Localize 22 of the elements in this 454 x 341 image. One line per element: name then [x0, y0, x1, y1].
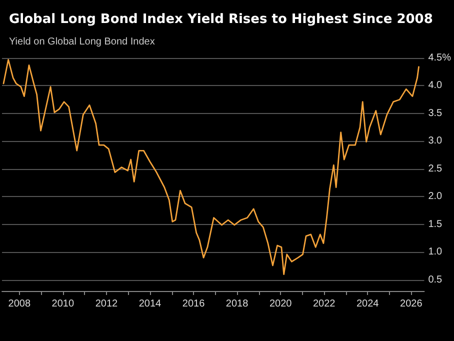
x-tick-label: 2016 — [182, 298, 206, 310]
x-tick-label: 2018 — [226, 298, 249, 310]
x-tick-label: 2014 — [138, 298, 162, 310]
x-tick-label: 2024 — [356, 298, 380, 310]
y-tick-label: 2.5 — [428, 163, 443, 174]
y-tick-label: 4.5% — [428, 52, 452, 64]
y-tick-label: 3.5 — [428, 108, 443, 119]
x-tick-label: 2012 — [95, 298, 118, 310]
chart-title: Global Long Bond Index Yield Rises to Highest Since 2008 — [9, 12, 433, 27]
y-tick-label: 1.0 — [428, 246, 443, 258]
chart-subtitle: Yield on Global Long Bond Index — [9, 36, 155, 48]
x-tick-label: 2008 — [8, 298, 31, 310]
y-tick-label: 2.0 — [428, 191, 443, 202]
y-tick-label: 0.5 — [428, 274, 443, 286]
y-tick-label: 4.0 — [428, 80, 443, 92]
y-tick-label: 1.5 — [428, 218, 443, 230]
x-tick-label: 2010 — [52, 298, 74, 310]
x-tick-label: 2020 — [269, 298, 292, 310]
y-tick-label: 3.0 — [428, 136, 443, 147]
x-tick-label: 2026 — [400, 298, 423, 310]
x-tick-label: 2022 — [312, 298, 336, 310]
line-series — [2, 58, 420, 276]
